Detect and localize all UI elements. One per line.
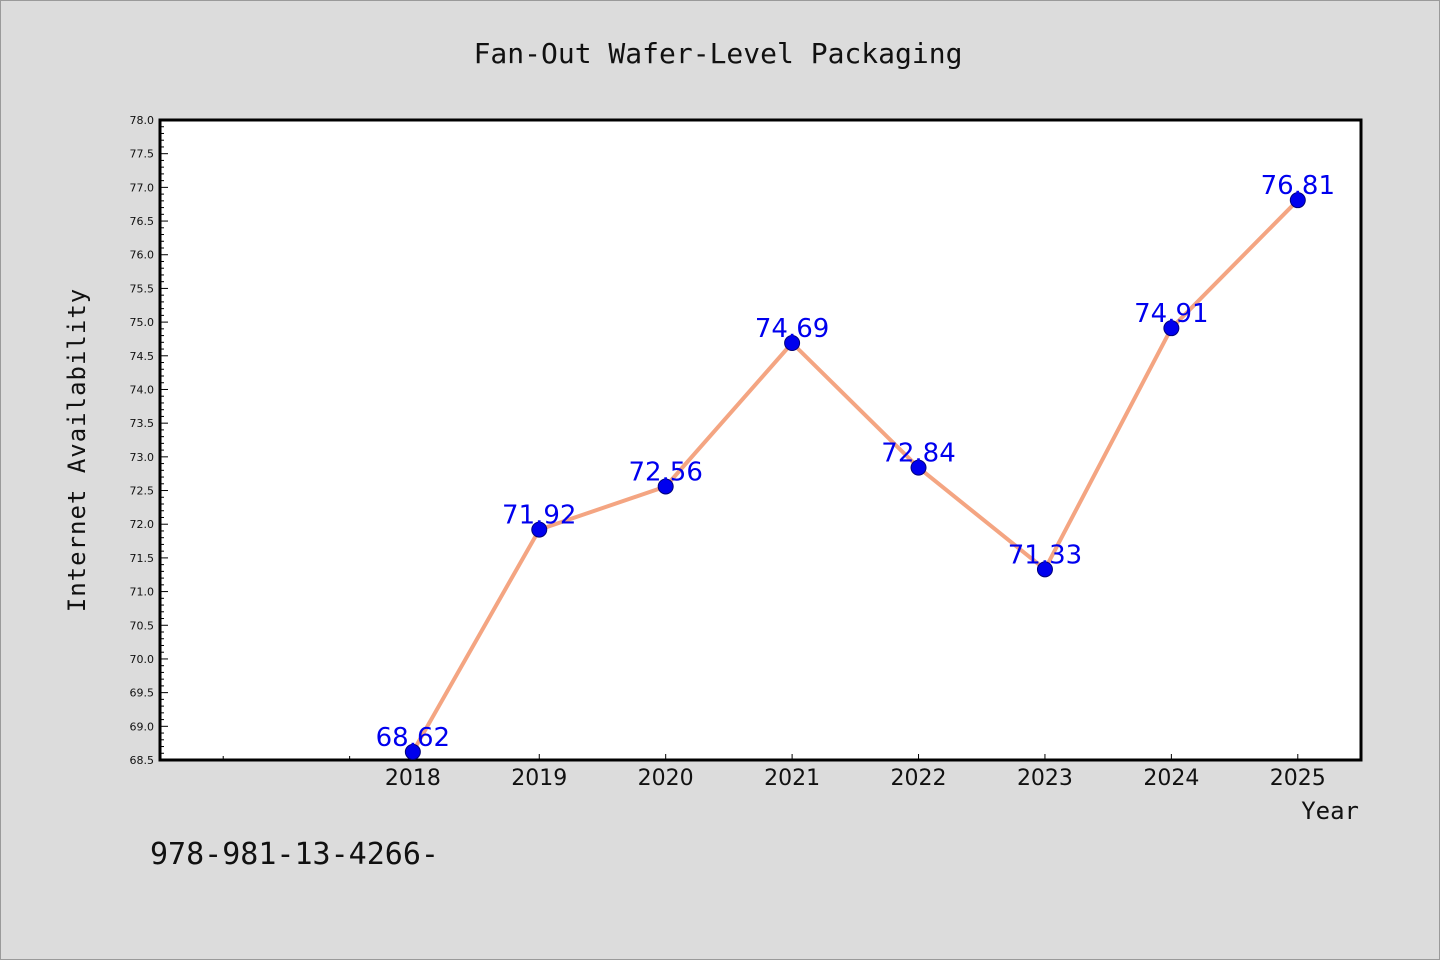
x-tick-label: 2022 xyxy=(891,766,947,791)
footnote-isbn: 978-981-13-4266- xyxy=(150,837,439,872)
series-layer: 68.62 71.92 72.56 74.69 72.84 71.33 74.91 76.81 xyxy=(376,171,1335,760)
data-label: 74.91 xyxy=(1134,299,1208,329)
data-label: 76.81 xyxy=(1261,171,1335,201)
y-tick-label: 77.0 xyxy=(130,181,155,194)
data-label: 68.62 xyxy=(376,723,450,753)
x-tick-label: 2019 xyxy=(511,766,567,791)
x-tick-label: 2023 xyxy=(1017,766,1073,791)
chart-title: Fan-Out Wafer-Level Packaging xyxy=(474,37,963,70)
x-tick-label: 2021 xyxy=(764,766,820,791)
data-label: 74.69 xyxy=(755,314,829,344)
y-tick-label: 70.0 xyxy=(130,653,155,666)
data-label: 72.56 xyxy=(628,457,702,487)
x-tick-label: 2020 xyxy=(638,766,694,791)
y-tick-label: 69.5 xyxy=(130,687,155,700)
x-axis-ticks: 2018 2019 2020 2021 2022 2023 2024 2025 xyxy=(222,754,1326,791)
data-point xyxy=(531,521,548,538)
y-tick-label: 73.0 xyxy=(130,451,155,464)
y-axis-label: Internet Availability xyxy=(63,288,91,612)
y-tick-label: 72.0 xyxy=(130,518,155,531)
plot-area xyxy=(158,118,1363,762)
y-tick-label: 77.5 xyxy=(130,148,155,161)
data-point xyxy=(1163,320,1180,337)
y-tick-label: 73.5 xyxy=(130,417,155,430)
y-tick-label: 74.0 xyxy=(130,383,155,396)
x-tick-label: 2025 xyxy=(1270,766,1326,791)
y-tick-label: 68.5 xyxy=(130,754,155,767)
data-point xyxy=(404,743,421,760)
y-tick-label: 75.5 xyxy=(130,282,155,295)
y-tick-label: 75.0 xyxy=(130,316,155,329)
x-axis-label: Year xyxy=(1301,797,1359,825)
data-point xyxy=(784,334,801,351)
data-point xyxy=(657,478,674,495)
y-tick-label: 70.5 xyxy=(130,619,155,632)
y-tick-label: 69.0 xyxy=(130,720,155,733)
y-tick-label: 71.0 xyxy=(130,586,155,599)
data-label: 72.84 xyxy=(881,439,955,469)
x-tick-label: 2024 xyxy=(1143,766,1199,791)
y-tick-label: 78.0 xyxy=(130,114,155,127)
y-tick-label: 71.5 xyxy=(130,552,155,565)
y-tick-label: 72.5 xyxy=(130,485,155,498)
x-tick-label: 2018 xyxy=(385,766,441,791)
y-axis-ticks: 68.5 69.0 69.5 70.0 70.5 71.0 71.5 72.0 72.5 73.0… xyxy=(130,114,168,767)
y-tick-label: 76.0 xyxy=(130,249,155,262)
data-label: 71.92 xyxy=(502,501,576,531)
data-point xyxy=(910,459,927,476)
data-label: 71.33 xyxy=(1008,540,1082,570)
y-tick-label: 74.5 xyxy=(130,350,155,363)
series-line xyxy=(410,198,1300,754)
data-point xyxy=(1036,561,1053,578)
data-point xyxy=(1289,192,1306,209)
y-tick-label: 76.5 xyxy=(130,215,155,228)
